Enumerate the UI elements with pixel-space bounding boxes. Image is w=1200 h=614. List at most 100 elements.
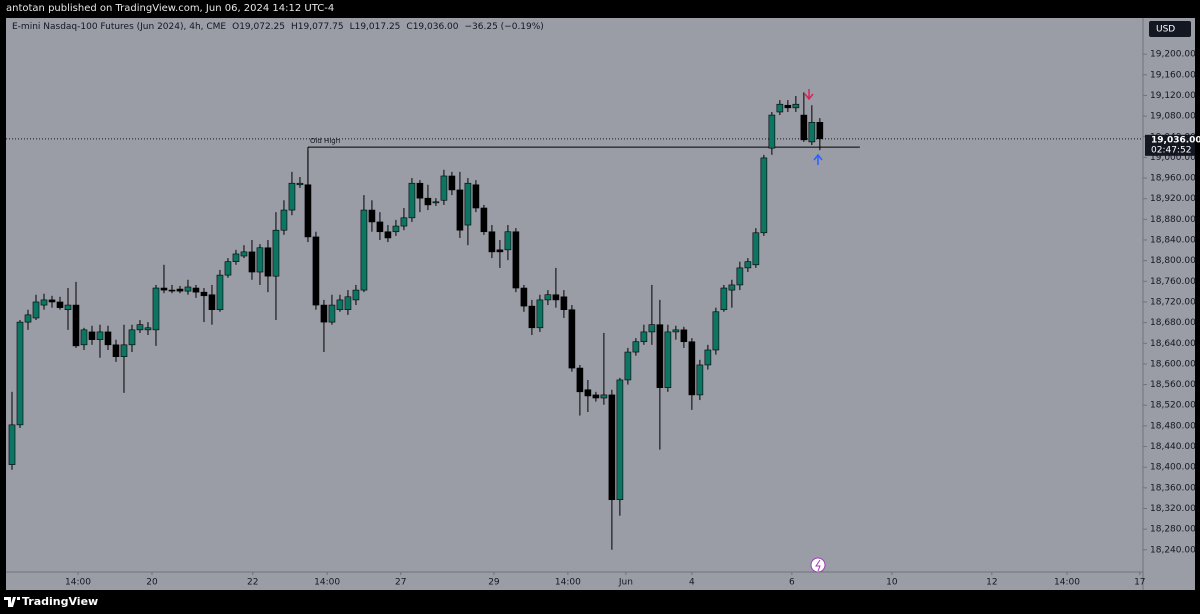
candle-body (280, 209, 288, 231)
y-tick-label: 19,080.00 (1150, 112, 1196, 122)
candle-body (208, 294, 216, 311)
candle-body (576, 367, 584, 393)
candle-body (176, 288, 184, 292)
candle-body (448, 175, 456, 191)
y-tick-label: 19,160.00 (1150, 70, 1196, 80)
candle-body (152, 287, 160, 331)
candle-body (232, 253, 240, 262)
candle-body (16, 321, 24, 426)
x-tick-label: 14:00 (1054, 578, 1080, 588)
x-tick-label: 12 (986, 578, 997, 588)
candle-body (376, 221, 384, 233)
candle-body (552, 294, 560, 301)
ohlc-value: L19,017.25 (350, 22, 401, 32)
price-axis-bg (1143, 18, 1195, 590)
candle-body (104, 331, 112, 346)
candle-body (8, 424, 16, 465)
candle-body (496, 249, 504, 253)
candle-body (704, 349, 712, 366)
ohlc-value: −36.25 (−0.19%) (465, 22, 544, 32)
candle-body (144, 327, 152, 331)
candle-body (808, 121, 816, 143)
x-tick-label: Jun (618, 578, 633, 588)
candle-body (400, 217, 408, 227)
time-axis-bg (6, 572, 1143, 590)
candle-body (776, 103, 784, 113)
y-tick-label: 18,360.00 (1150, 483, 1196, 493)
candle-body (184, 286, 192, 292)
events-icon[interactable] (810, 557, 826, 573)
candle-body (720, 287, 728, 311)
candle-body (56, 301, 64, 308)
candle-body (216, 274, 224, 311)
candle-body (72, 304, 80, 347)
y-tick-label: 18,240.00 (1150, 545, 1196, 555)
x-tick-label: 14:00 (555, 578, 581, 588)
brand: TradingView (22, 595, 99, 608)
symbol-legend: E-mini Nasdaq-100 Futures (Jun 2024), 4h… (12, 22, 544, 32)
x-tick-label: 6 (789, 578, 795, 588)
candle-body (272, 229, 280, 277)
y-tick-label: 19,120.00 (1150, 91, 1196, 101)
candle-body (784, 104, 792, 109)
candle-body (696, 364, 704, 396)
candle-body (816, 121, 824, 140)
candle-body (320, 304, 328, 323)
candle-body (608, 394, 616, 501)
candle-body (528, 305, 536, 329)
candle-body (328, 304, 336, 323)
candle-body (112, 344, 120, 357)
candle-body (760, 157, 768, 234)
candle-body (200, 291, 208, 297)
y-tick-label: 18,520.00 (1150, 401, 1196, 411)
sell-arrow (804, 89, 814, 101)
publish-bar: antotan published on TradingView.com, Ju… (0, 0, 1200, 18)
candle-body (240, 251, 248, 257)
events-glyph (815, 559, 821, 572)
candle-body (488, 231, 496, 253)
candle-body (768, 114, 776, 149)
candle-body (352, 289, 360, 301)
x-tick-label: 29 (488, 578, 500, 588)
candle-body (480, 207, 488, 233)
level-label: Old High (310, 137, 340, 145)
brand-bar: TradingView (0, 590, 1200, 614)
y-tick-label: 18,760.00 (1150, 277, 1196, 287)
candle-body (544, 294, 552, 301)
candle-body (736, 267, 744, 286)
candle-body (192, 287, 200, 293)
candle-body (688, 341, 696, 396)
candle-body (616, 379, 624, 501)
plot-bg (6, 18, 1143, 572)
candle-body (536, 299, 544, 329)
candle-body (440, 175, 448, 201)
candle-body (160, 287, 168, 291)
currency-label: USD (1156, 25, 1175, 35)
currency-button[interactable] (1149, 21, 1191, 37)
candle-body (24, 314, 32, 323)
candle-body (416, 182, 424, 199)
candle-body (712, 311, 720, 351)
candle-body (680, 329, 688, 343)
candle-body (40, 299, 48, 306)
candle-body (800, 114, 808, 141)
candle-body (512, 231, 520, 289)
candle-body (664, 331, 672, 388)
candle-body (432, 201, 440, 204)
candle-body (456, 189, 464, 231)
chart: USD E-mini Nasdaq-100 Futures (Jun 2024)… (6, 18, 1200, 590)
y-tick-label: 18,600.00 (1150, 359, 1196, 369)
x-tick-label: 10 (886, 578, 898, 588)
x-tick-label: 14:00 (314, 578, 340, 588)
candle-body (96, 331, 104, 340)
x-tick-label: 27 (395, 578, 406, 588)
x-tick-label: 17 (1134, 578, 1145, 588)
candle-body (648, 324, 656, 333)
symbol: E-mini Nasdaq-100 Futures (Jun 2024), 4h… (12, 22, 226, 32)
candle-body (584, 389, 592, 397)
y-tick-label: 18,720.00 (1150, 297, 1196, 307)
candle-body (408, 182, 416, 219)
ohlc-value: C19,036.00 (406, 22, 458, 32)
candle-body (368, 209, 376, 223)
